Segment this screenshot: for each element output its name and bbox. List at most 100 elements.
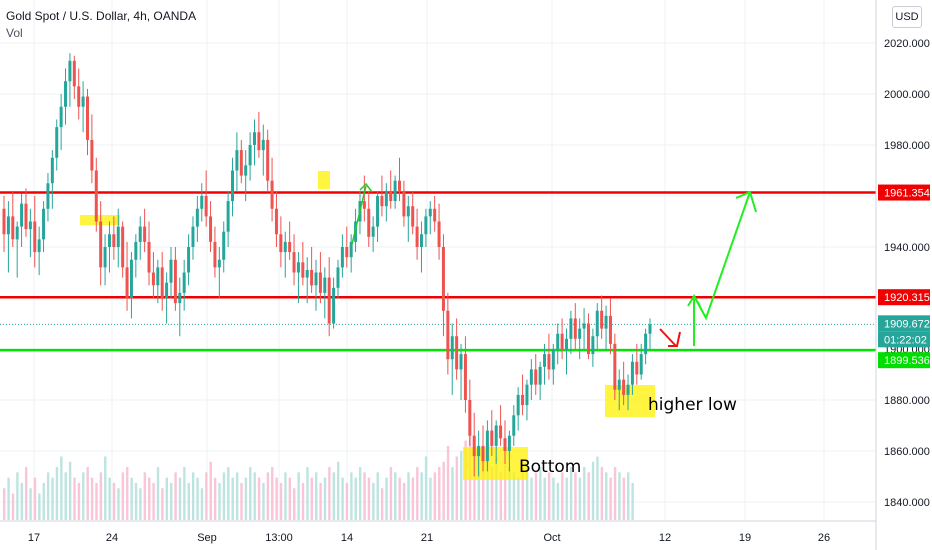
volume-bar [310, 477, 314, 520]
volume-bar [178, 477, 182, 520]
x-tick-label: 19 [739, 532, 751, 544]
candle-body [560, 333, 564, 349]
projected-green-path[interactable] [693, 191, 751, 346]
volume-bar [627, 472, 630, 520]
candle-body [20, 203, 24, 227]
volume-bar [574, 472, 577, 520]
candle-body [143, 226, 147, 242]
highlight-box-higher-low [605, 385, 655, 417]
candle-body [178, 292, 182, 304]
x-tick-label: 14 [341, 532, 353, 544]
candle-body [33, 221, 37, 253]
candle-body [481, 445, 485, 462]
x-tick-label: 21 [421, 532, 433, 544]
volume-bar [68, 461, 72, 520]
candle-body [591, 336, 595, 355]
x-tick-label: 26 [818, 532, 830, 544]
candle-body [257, 132, 261, 151]
red-down-arrow[interactable] [659, 328, 677, 347]
candle-body [165, 282, 169, 298]
candle-body [525, 384, 529, 406]
candle-body [485, 430, 489, 462]
candle-body [323, 277, 327, 293]
candle-body [235, 150, 239, 171]
candle-body [261, 139, 265, 151]
volume-bar [319, 482, 322, 520]
candle-body [424, 216, 428, 235]
y-tick-label: 1840.000 [884, 497, 930, 509]
volume-bar [284, 472, 287, 520]
candle-body [2, 208, 6, 235]
volume-bar [262, 482, 265, 520]
volume-bar [398, 477, 401, 520]
candle-body [94, 170, 98, 222]
volume-bar [503, 461, 507, 520]
candle-body [248, 145, 252, 166]
candle-body [125, 267, 129, 298]
volume-indicator-label[interactable]: Vol [6, 26, 23, 40]
candle-body [11, 216, 15, 240]
candle-body [543, 354, 547, 367]
candle-body [398, 180, 402, 191]
small-green-arrow[interactable] [351, 185, 367, 245]
candle-body [217, 259, 221, 268]
volume-bar [249, 467, 252, 520]
volume-bar [108, 477, 111, 520]
volume-bar [517, 477, 520, 520]
volume-bar [165, 477, 168, 520]
volume-bar [455, 456, 459, 520]
candle-body [534, 369, 538, 385]
candle-body [367, 208, 371, 237]
candle-body [529, 369, 533, 385]
price-tag-support-bg [878, 352, 930, 369]
volume-bar [86, 467, 89, 520]
candle-body [15, 226, 19, 240]
volume-bar [279, 482, 283, 520]
level-lines [0, 191, 876, 352]
volume-bar [240, 482, 243, 520]
volume-bar [363, 472, 366, 520]
volume-bar [152, 482, 155, 520]
candle-body [283, 241, 287, 253]
y-tick-label: 2020.000 [884, 38, 930, 50]
candle-body [121, 226, 125, 268]
volume-bar [169, 482, 173, 520]
candle-body [336, 267, 340, 288]
volume-bar [345, 482, 349, 520]
candle-body [499, 425, 503, 439]
volume-bar [367, 477, 371, 520]
candle-body [644, 333, 648, 355]
volume-bar [569, 467, 573, 520]
candle-body [494, 425, 498, 446]
candle-body [468, 400, 472, 436]
volume-bar [161, 488, 164, 520]
candle-body [42, 208, 46, 240]
x-tick-label: 13:00 [265, 532, 293, 544]
candle-body [107, 234, 111, 247]
price-tag-resistance-top: 1961.354 [884, 188, 930, 200]
candle-body [380, 196, 384, 207]
candle-body [231, 170, 235, 202]
currency-button[interactable]: USD [892, 6, 922, 28]
x-tick-label: 12 [659, 532, 671, 544]
volume-bar [104, 456, 107, 520]
volume-bar [609, 477, 612, 520]
volume-bar [90, 477, 94, 520]
time-axis[interactable]: 17 24 Sep 13:00 14 21 Oct 12 19 26 [28, 532, 830, 544]
volume-bar [490, 467, 494, 520]
volume-bar [20, 482, 23, 520]
candle-body [521, 394, 525, 406]
x-tick-label: 17 [28, 532, 40, 544]
volume-bar [565, 477, 568, 520]
volume-bar [429, 477, 432, 520]
candle-body [428, 208, 432, 217]
candle-body [569, 318, 573, 339]
candle-body [547, 354, 551, 370]
candle-body [195, 208, 199, 227]
price-tag-resistance-mid-bg [878, 289, 930, 306]
candle-body [477, 445, 481, 457]
candle-body [446, 310, 450, 360]
candle-body [327, 277, 331, 324]
